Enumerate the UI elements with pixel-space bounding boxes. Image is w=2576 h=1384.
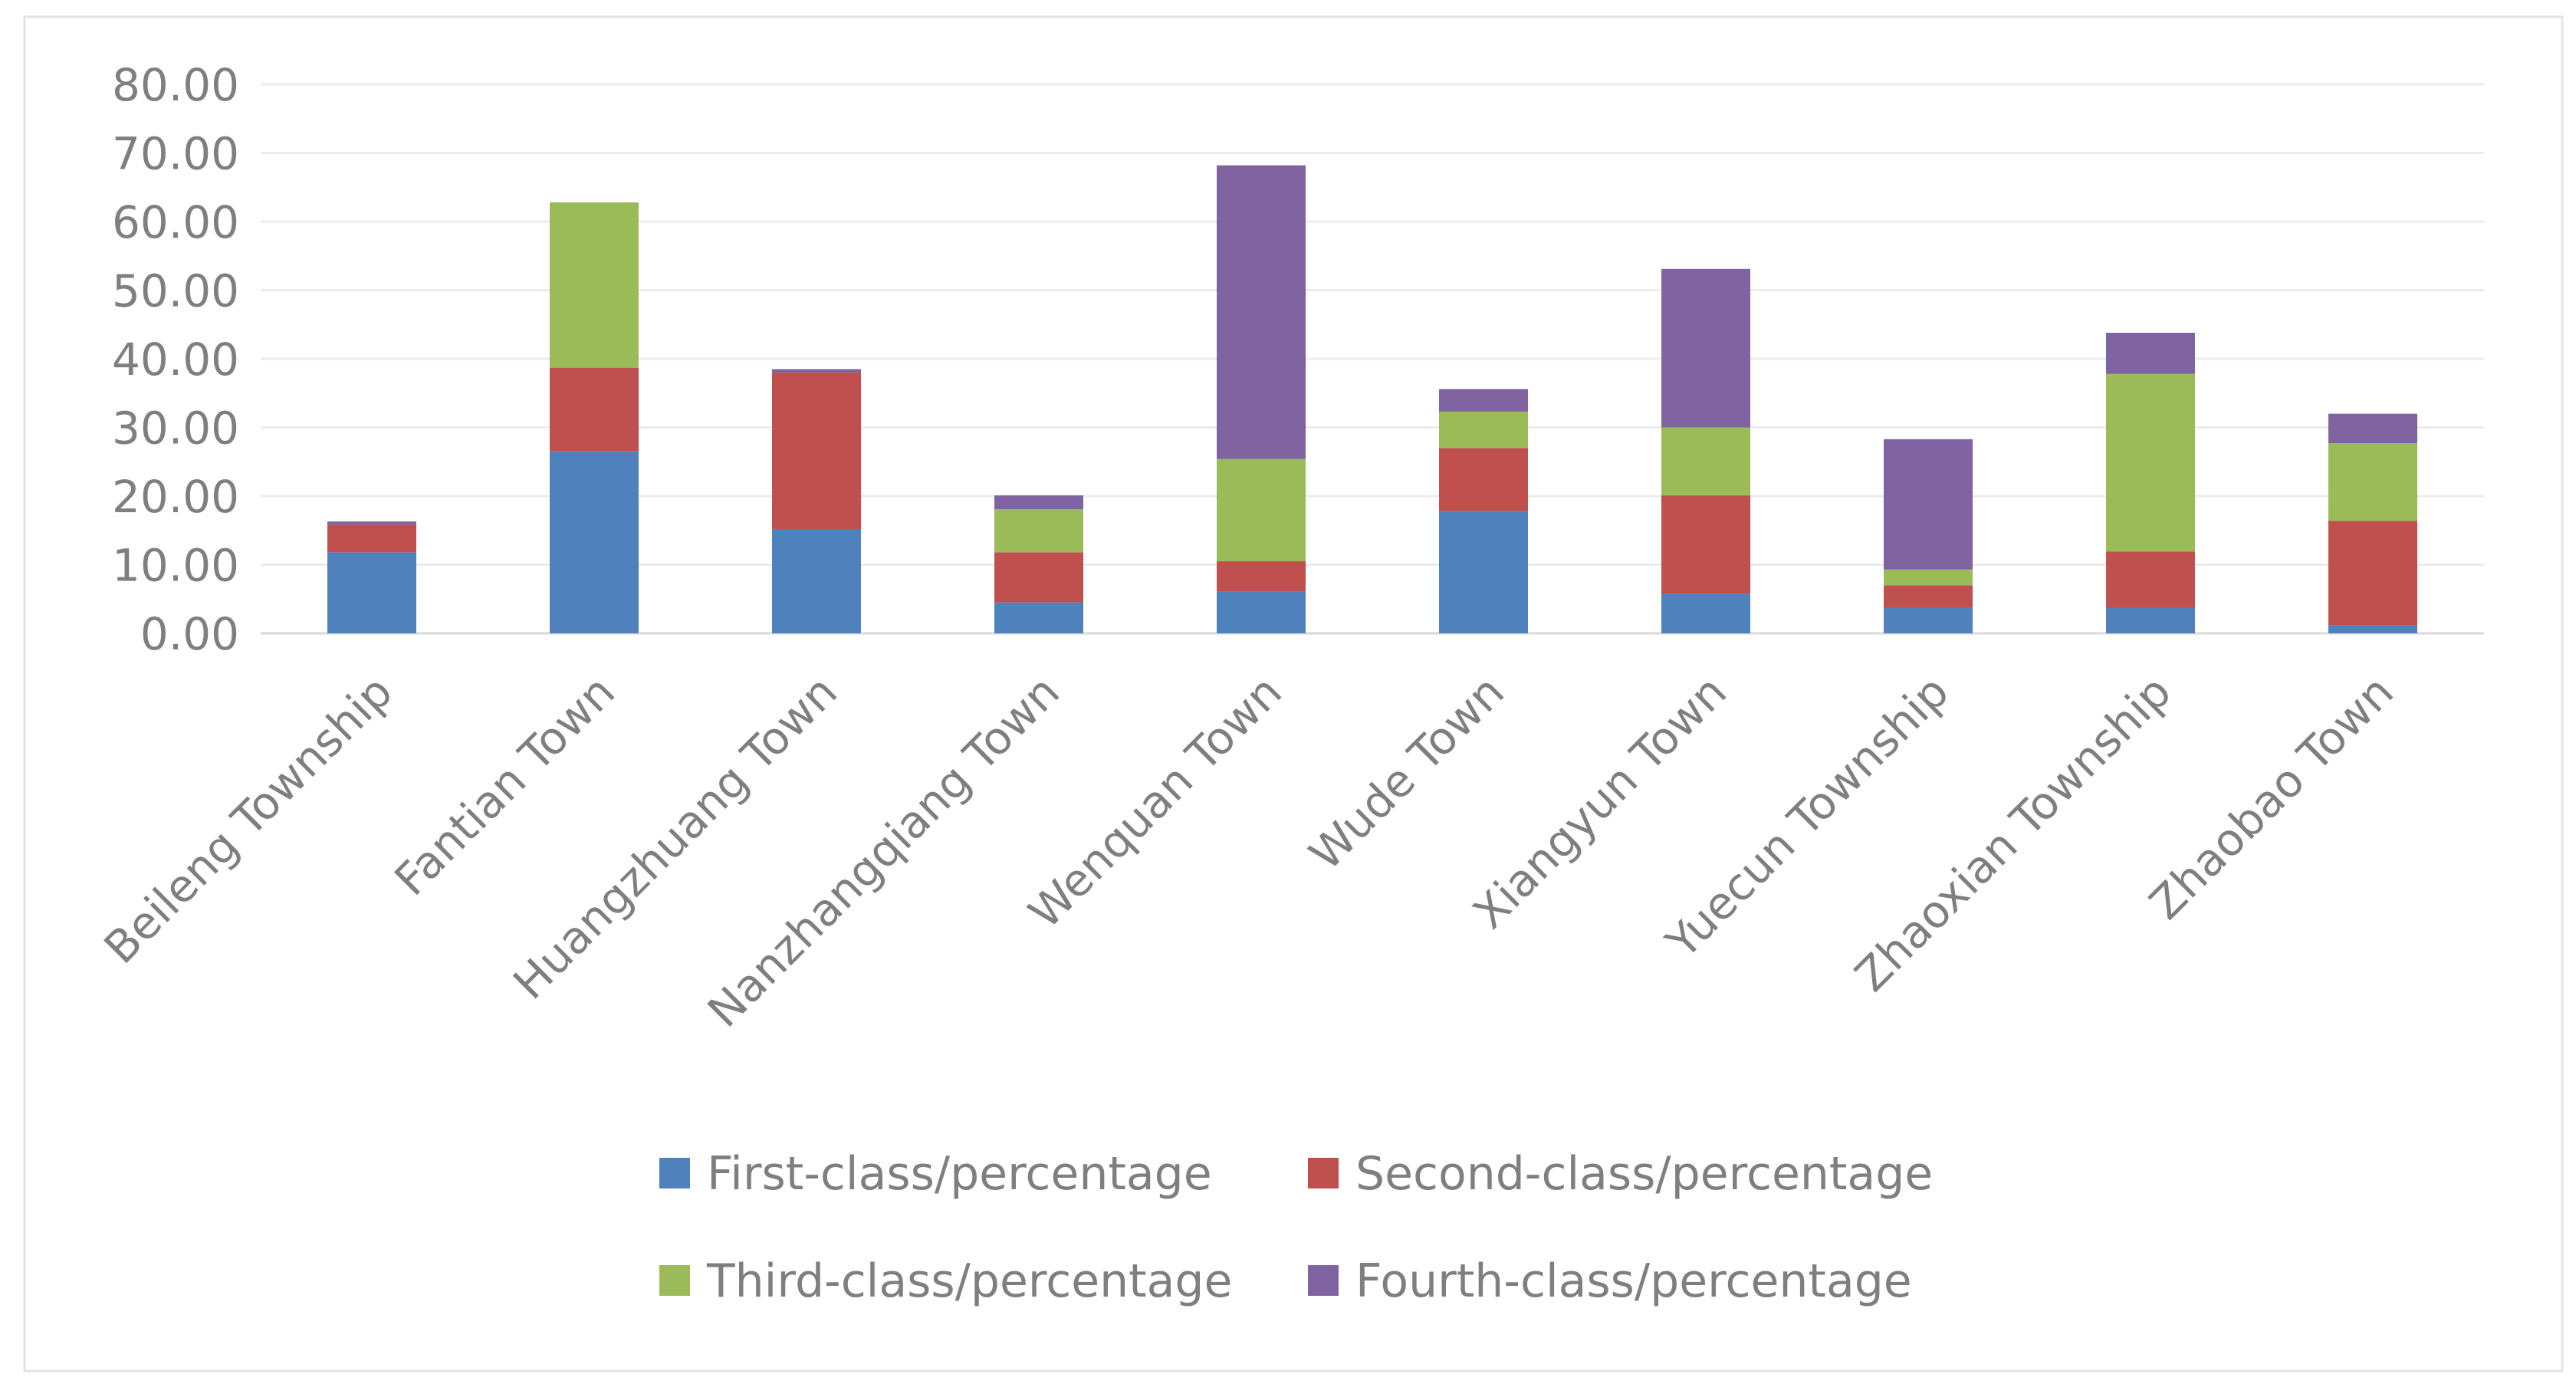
y-tick-label: 10.00 xyxy=(112,540,239,592)
bar-segment xyxy=(2106,607,2195,633)
bar-segment xyxy=(2106,332,2195,374)
bar-segment xyxy=(327,521,416,525)
bar-segment xyxy=(1884,439,1973,570)
y-axis-tick-labels: 0.00 10.00 20.00 30.00 40.00 50.00 60.00 70.00 8… xyxy=(112,59,239,660)
legend-item: Second-class/percentage xyxy=(1308,1147,1933,1201)
y-tick-label: 30.00 xyxy=(112,403,239,455)
bar-segment xyxy=(994,495,1083,510)
y-tick-label: 80.00 xyxy=(112,59,239,111)
bar-segment xyxy=(772,369,861,373)
legend-item: Third-class/percentage xyxy=(659,1254,1232,1308)
bar-segment xyxy=(1661,268,1750,428)
legend-swatch xyxy=(1308,1158,1339,1188)
bar-segment xyxy=(550,367,639,452)
bar-segment xyxy=(772,372,861,529)
y-tick-label: 50.00 xyxy=(112,265,239,317)
legend-label: Third-class/percentage xyxy=(706,1254,1232,1308)
bar-segment xyxy=(1217,561,1306,592)
bar-segment xyxy=(1661,427,1750,496)
bar-segment xyxy=(994,509,1083,553)
bar-segment xyxy=(2328,443,2417,521)
bar-segment xyxy=(1439,411,1528,449)
y-tick-label: 60.00 xyxy=(112,196,239,248)
legend-swatch xyxy=(1308,1265,1339,1296)
bar-segment xyxy=(1884,569,1973,586)
bar-segment xyxy=(2106,373,2195,552)
bar-segment xyxy=(1439,511,1528,633)
bar-segment xyxy=(1217,459,1306,562)
legend-label: First-class/percentage xyxy=(707,1147,1212,1201)
bar-segment xyxy=(1217,165,1306,459)
bar-segment xyxy=(994,602,1083,633)
bar-segment xyxy=(2328,413,2417,444)
y-tick-label: 20.00 xyxy=(112,471,239,523)
bar-segment xyxy=(994,552,1083,603)
y-tick-label: 0.00 xyxy=(140,608,239,660)
bar-segment xyxy=(2328,625,2417,633)
legend-label: Second-class/percentage xyxy=(1355,1147,1933,1201)
legend-swatch xyxy=(659,1158,690,1188)
bar-segment xyxy=(2328,521,2417,626)
bar-segment xyxy=(772,528,861,633)
bar-segment xyxy=(327,524,416,553)
bar-segment xyxy=(1439,389,1528,412)
bar-segment xyxy=(1661,495,1750,594)
legend-label: Fourth-class/percentage xyxy=(1355,1254,1912,1308)
bar-segment xyxy=(1884,585,1973,607)
bars xyxy=(327,165,2417,633)
bar-segment xyxy=(327,552,416,633)
bar-segment xyxy=(550,451,639,633)
legend: First-class/percentage Second-class/perce… xyxy=(659,1147,1933,1308)
bar-segment xyxy=(550,202,639,368)
bar-segment xyxy=(1439,448,1528,511)
y-tick-label: 40.00 xyxy=(112,334,239,386)
bar-segment xyxy=(2106,551,2195,607)
legend-item: Fourth-class/percentage xyxy=(1308,1254,1912,1308)
y-tick-label: 70.00 xyxy=(112,128,239,180)
bar-segment xyxy=(1884,607,1973,633)
legend-item: First-class/percentage xyxy=(659,1147,1212,1201)
legend-swatch xyxy=(659,1265,690,1296)
bar-segment xyxy=(1661,593,1750,633)
bar-segment xyxy=(1217,591,1306,633)
